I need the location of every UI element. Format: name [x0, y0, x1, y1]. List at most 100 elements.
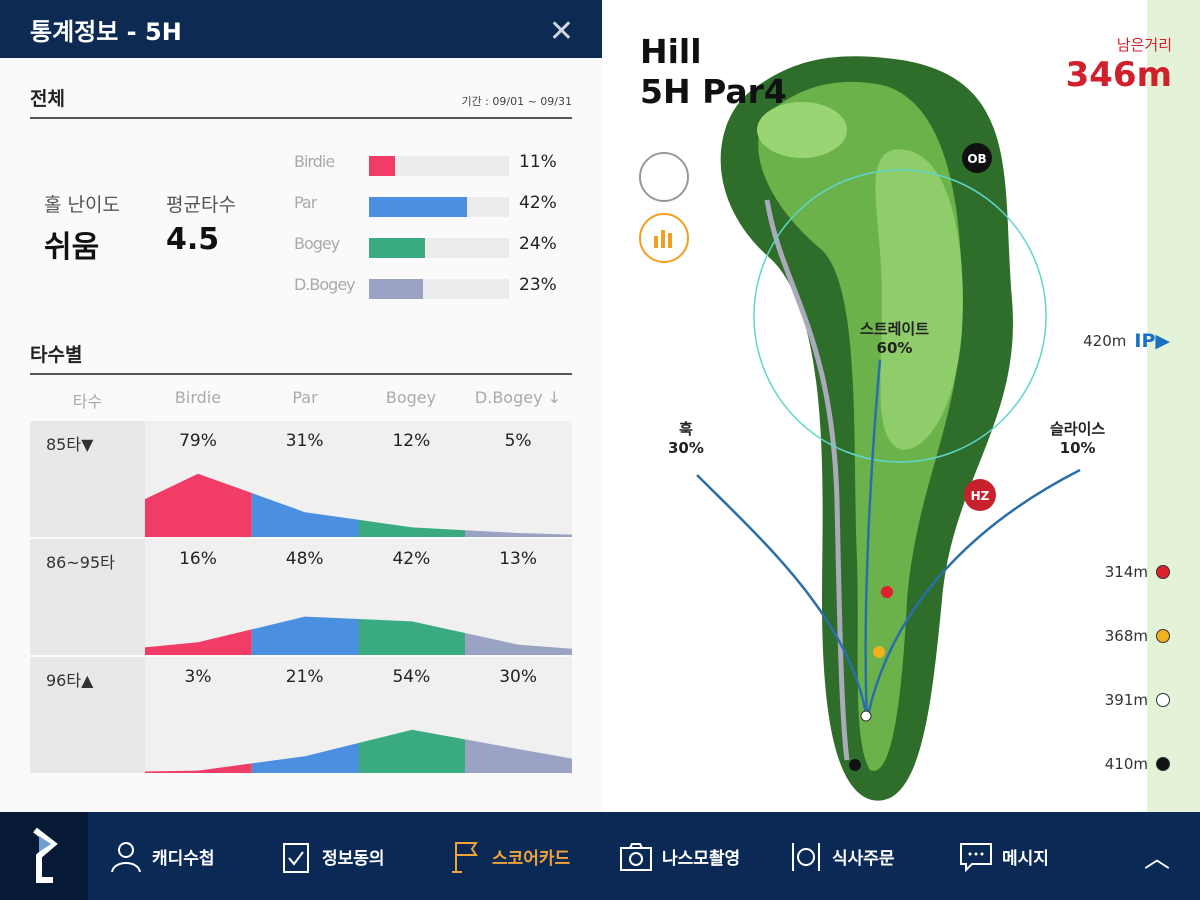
flag-icon — [452, 842, 478, 873]
nav-item-label: 캐디수첩 — [152, 848, 215, 869]
column-header: Par — [292, 388, 318, 407]
panel-header: 통계정보 - 5H — [0, 0, 602, 58]
nav-item[interactable]: 메시지 — [958, 838, 1108, 874]
by-score-section-title: 타수별 — [30, 340, 572, 375]
distance-marker: 391m — [1105, 691, 1170, 709]
bar-value: 11% — [519, 152, 557, 172]
hook-label: 훅 30% — [668, 420, 704, 457]
nav-item-label: 스코어카드 — [492, 848, 571, 869]
area-segment — [358, 729, 465, 773]
nav-item-label: 식사주문 — [832, 848, 895, 869]
close-icon[interactable]: ✕ — [548, 14, 574, 49]
message-icon — [960, 843, 992, 873]
hole-par: 5H Par4 — [640, 72, 787, 111]
row-label: 86~95타 — [30, 539, 145, 655]
area-segment — [251, 493, 359, 537]
logo — [0, 812, 88, 900]
bar-value: 42% — [519, 193, 557, 213]
area-segment — [358, 619, 465, 655]
bar-fill — [369, 197, 467, 217]
row-value: 30% — [499, 667, 537, 687]
row-area-chart — [145, 657, 572, 773]
clipboard-check-icon — [283, 843, 309, 873]
bar-label: D.Bogey — [294, 275, 356, 294]
bar-track — [369, 279, 509, 299]
hole-map-graphic: OB HZ — [639, 0, 1200, 812]
area-segment — [145, 763, 252, 773]
area-segment — [358, 519, 465, 537]
area-segment — [145, 629, 252, 655]
row-area-chart — [145, 421, 572, 537]
camera-icon — [620, 843, 652, 871]
area-segment — [465, 633, 572, 655]
bar-label: Birdie — [294, 152, 335, 171]
overall-bar-row: Bogey 24% — [294, 232, 574, 258]
row-label: 85타▼ — [30, 421, 145, 537]
nav-item-label: 메시지 — [1002, 848, 1049, 869]
nav-item[interactable]: 캐디수첩 — [108, 838, 258, 874]
bar-value: 23% — [519, 275, 557, 295]
straight-label: 스트레이트 60% — [860, 320, 930, 357]
nav-item-label: 정보동의 — [322, 848, 385, 869]
row-value: 21% — [285, 667, 324, 687]
course-name: Hill — [640, 32, 702, 71]
svg-text:HZ: HZ — [971, 489, 990, 503]
period: 기간 : 09/01 ~ 09/31 — [461, 95, 572, 108]
nav-item-label: 나스모촬영 — [662, 848, 741, 869]
bar-value: 24% — [519, 234, 557, 254]
row-value: 13% — [499, 549, 537, 569]
ip-marker: 420m IP▶ — [1083, 330, 1170, 352]
svg-text:OB: OB — [967, 152, 986, 166]
difficulty-value: 쉬움 — [44, 230, 100, 265]
row-value: 54% — [392, 667, 431, 687]
chevron-up-icon[interactable]: ︿ — [1143, 843, 1170, 874]
nav-item[interactable]: 식사주문 — [788, 838, 938, 874]
column-header: Birdie — [174, 388, 222, 407]
row-value: 16% — [179, 549, 217, 569]
row-value: 31% — [285, 431, 324, 451]
nav-item[interactable]: 스코어카드 — [448, 838, 598, 874]
overall-section-title: 전체 기간 : 09/01 ~ 09/31 — [30, 84, 572, 119]
avg-score-label: 평균타수 — [166, 194, 236, 216]
bar-fill — [369, 156, 395, 176]
bar-track — [369, 197, 509, 217]
overall-bar-row: Birdie 11% — [294, 150, 574, 176]
panel-title: 통계정보 - 5H — [30, 17, 182, 46]
area-segment — [145, 473, 252, 537]
caddie-icon — [111, 842, 141, 873]
overall-bar-row: Par 42% — [294, 191, 574, 217]
bar-label: Bogey — [294, 234, 340, 253]
row-value: 42% — [392, 549, 431, 569]
difficulty-label: 홀 난이도 — [44, 194, 120, 216]
area-segment — [251, 616, 359, 655]
bar-fill — [369, 238, 425, 258]
bar-fill — [369, 279, 423, 299]
meal-icon — [792, 843, 820, 871]
row-value: 5% — [504, 431, 532, 451]
overall-bar-row: D.Bogey 23% — [294, 273, 574, 299]
remaining-label: 남은거리 — [1116, 36, 1172, 54]
row-value: 12% — [392, 431, 431, 451]
column-header: 타수 — [72, 392, 103, 411]
row-area-chart — [145, 539, 572, 655]
bar-label: Par — [294, 193, 317, 212]
area-segment — [465, 739, 572, 773]
remaining-distance: 346m — [1065, 55, 1172, 95]
row-value: 48% — [285, 549, 324, 569]
row-value: 79% — [179, 431, 217, 451]
marker-dot-icon — [1156, 693, 1170, 707]
nav-item[interactable]: 나스모촬영 — [618, 838, 768, 874]
column-header[interactable]: D.Bogey ↓ — [474, 388, 562, 407]
marker-dot-icon — [1156, 629, 1170, 643]
marker-dot-icon — [1156, 565, 1170, 579]
area-segment — [465, 530, 572, 537]
row-label: 96타▲ — [30, 657, 145, 773]
marker-dot-icon — [1156, 757, 1170, 771]
column-header: Bogey — [385, 388, 437, 407]
bar-track — [369, 238, 509, 258]
bottom-nav: 캐디수첩 정보동의 스코어카드 나스모촬영 식사주문 메시지 ︿ — [0, 812, 1200, 900]
distance-marker: 410m — [1105, 755, 1170, 773]
nav-item[interactable]: 정보동의 — [278, 838, 428, 874]
slice-label: 슬라이스 10% — [1050, 420, 1106, 457]
